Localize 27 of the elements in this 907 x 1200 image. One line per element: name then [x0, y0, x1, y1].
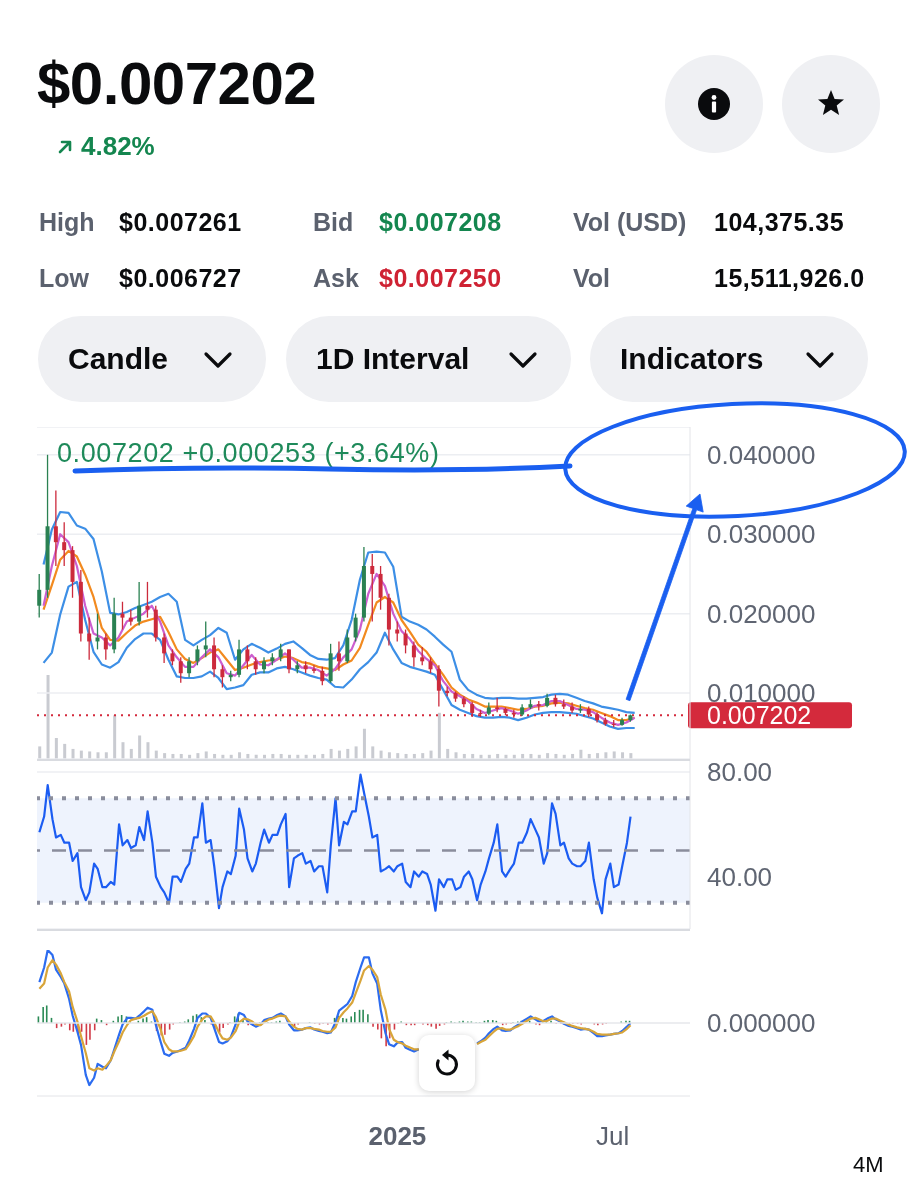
y-tick-label: 80.00	[707, 757, 773, 788]
y-tick-label: 0.020000	[707, 598, 816, 629]
text: 4M	[853, 1151, 884, 1179]
text: Bid	[313, 207, 354, 237]
text: Ask	[313, 263, 359, 293]
y-tick-label: 0.030000	[707, 519, 816, 550]
y-tick-label: 40.00	[707, 861, 773, 892]
text: $0.007261	[119, 207, 242, 237]
ref-line-label: 0.000000	[707, 1008, 816, 1039]
x-tick-label: 2025	[368, 1121, 427, 1152]
text: $0.006727	[119, 263, 242, 293]
text: 15,511,926.0	[714, 263, 865, 293]
dropdown-button: 1D Interval	[286, 316, 571, 402]
annotation: 0.007202 +0.000253 (+3.64%)	[57, 436, 440, 470]
text: $0.007250	[379, 263, 502, 293]
text: 4.82%	[81, 131, 155, 163]
x-tick-label: Jul	[596, 1121, 630, 1152]
y-tick-label: 0.040000	[707, 440, 816, 471]
dropdown-button: Candle	[38, 316, 266, 402]
text: $0.007208	[379, 207, 502, 237]
text: 104,375.35	[714, 207, 845, 237]
text: Vol	[573, 263, 611, 293]
text: Low	[39, 263, 89, 293]
dropdown-button: Indicators	[590, 316, 868, 402]
text: High	[39, 207, 95, 237]
text: Vol (USD)	[573, 207, 687, 237]
text: $0.007202	[37, 49, 317, 119]
